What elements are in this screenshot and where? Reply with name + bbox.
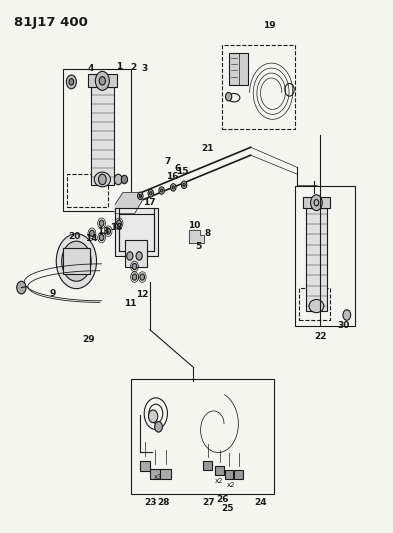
Text: 7: 7 xyxy=(164,157,171,166)
Circle shape xyxy=(95,71,109,90)
Circle shape xyxy=(140,274,145,280)
Circle shape xyxy=(99,235,104,241)
Text: x2: x2 xyxy=(215,478,223,484)
Text: 30: 30 xyxy=(338,321,350,330)
Text: 27: 27 xyxy=(202,498,215,507)
Circle shape xyxy=(99,77,105,85)
Circle shape xyxy=(127,252,133,260)
Text: x3: x3 xyxy=(153,474,162,480)
Text: x2: x2 xyxy=(226,482,235,488)
Circle shape xyxy=(132,274,137,280)
Text: 29: 29 xyxy=(83,335,95,344)
Circle shape xyxy=(66,75,76,89)
Text: 28: 28 xyxy=(157,498,170,507)
Bar xyxy=(68,174,108,207)
Bar xyxy=(225,470,233,479)
Text: 25: 25 xyxy=(221,504,234,513)
Circle shape xyxy=(62,241,91,281)
Bar xyxy=(235,470,243,479)
Polygon shape xyxy=(189,230,204,243)
Text: 15: 15 xyxy=(176,167,188,176)
Text: 14: 14 xyxy=(85,234,97,243)
Bar xyxy=(230,53,248,85)
Circle shape xyxy=(148,190,154,197)
Circle shape xyxy=(138,192,143,199)
Circle shape xyxy=(132,263,137,270)
Text: 9: 9 xyxy=(49,289,55,298)
Text: 22: 22 xyxy=(314,332,327,341)
Circle shape xyxy=(172,186,174,189)
Text: 6: 6 xyxy=(174,164,180,173)
Bar xyxy=(204,461,212,470)
Text: 18: 18 xyxy=(110,223,123,232)
Circle shape xyxy=(149,410,158,423)
Circle shape xyxy=(150,191,152,195)
Text: 12: 12 xyxy=(136,290,149,299)
Circle shape xyxy=(121,175,128,184)
Polygon shape xyxy=(115,192,142,214)
Circle shape xyxy=(17,281,26,294)
Text: 19: 19 xyxy=(263,21,275,30)
Circle shape xyxy=(155,422,162,432)
Circle shape xyxy=(99,174,106,185)
Circle shape xyxy=(99,220,104,227)
Text: 3: 3 xyxy=(141,64,147,73)
Ellipse shape xyxy=(94,172,110,187)
Text: 21: 21 xyxy=(201,144,214,154)
Circle shape xyxy=(117,220,121,227)
Text: 81J17 400: 81J17 400 xyxy=(15,16,88,29)
Text: 10: 10 xyxy=(188,221,201,230)
Bar xyxy=(150,469,160,479)
Circle shape xyxy=(69,251,84,272)
Bar xyxy=(130,379,274,494)
Bar xyxy=(295,186,355,326)
Circle shape xyxy=(171,184,176,191)
Circle shape xyxy=(56,234,97,289)
Text: 13: 13 xyxy=(97,227,110,236)
Ellipse shape xyxy=(309,300,324,313)
Bar xyxy=(299,288,331,320)
Bar xyxy=(303,197,330,208)
Bar xyxy=(222,45,295,130)
Circle shape xyxy=(226,92,232,101)
Circle shape xyxy=(114,174,122,185)
Text: 20: 20 xyxy=(68,232,81,241)
Text: 1: 1 xyxy=(116,62,122,70)
Bar xyxy=(125,240,147,266)
Text: 2: 2 xyxy=(130,63,137,72)
Text: 4: 4 xyxy=(88,64,94,73)
Circle shape xyxy=(343,310,351,320)
Bar xyxy=(63,248,90,274)
Bar xyxy=(119,214,154,251)
Circle shape xyxy=(90,230,94,237)
Bar xyxy=(88,74,117,87)
Bar xyxy=(91,87,114,185)
Text: 11: 11 xyxy=(124,299,137,308)
Bar xyxy=(63,69,130,211)
Text: 24: 24 xyxy=(254,498,267,507)
Circle shape xyxy=(106,228,110,235)
Circle shape xyxy=(159,187,164,194)
Bar xyxy=(140,461,151,471)
Circle shape xyxy=(182,181,187,189)
Circle shape xyxy=(183,183,185,187)
Text: 5: 5 xyxy=(195,242,202,251)
Text: 16: 16 xyxy=(166,172,179,181)
Text: 26: 26 xyxy=(217,495,229,504)
Text: 23: 23 xyxy=(144,498,156,507)
Circle shape xyxy=(136,252,142,260)
Text: 8: 8 xyxy=(205,229,211,238)
Circle shape xyxy=(69,79,73,85)
Bar xyxy=(306,208,327,311)
Bar xyxy=(215,466,224,475)
Circle shape xyxy=(160,189,163,192)
Circle shape xyxy=(139,194,141,197)
Bar xyxy=(160,469,171,479)
Bar xyxy=(115,208,158,256)
Circle shape xyxy=(310,195,322,211)
Text: 17: 17 xyxy=(143,198,156,207)
